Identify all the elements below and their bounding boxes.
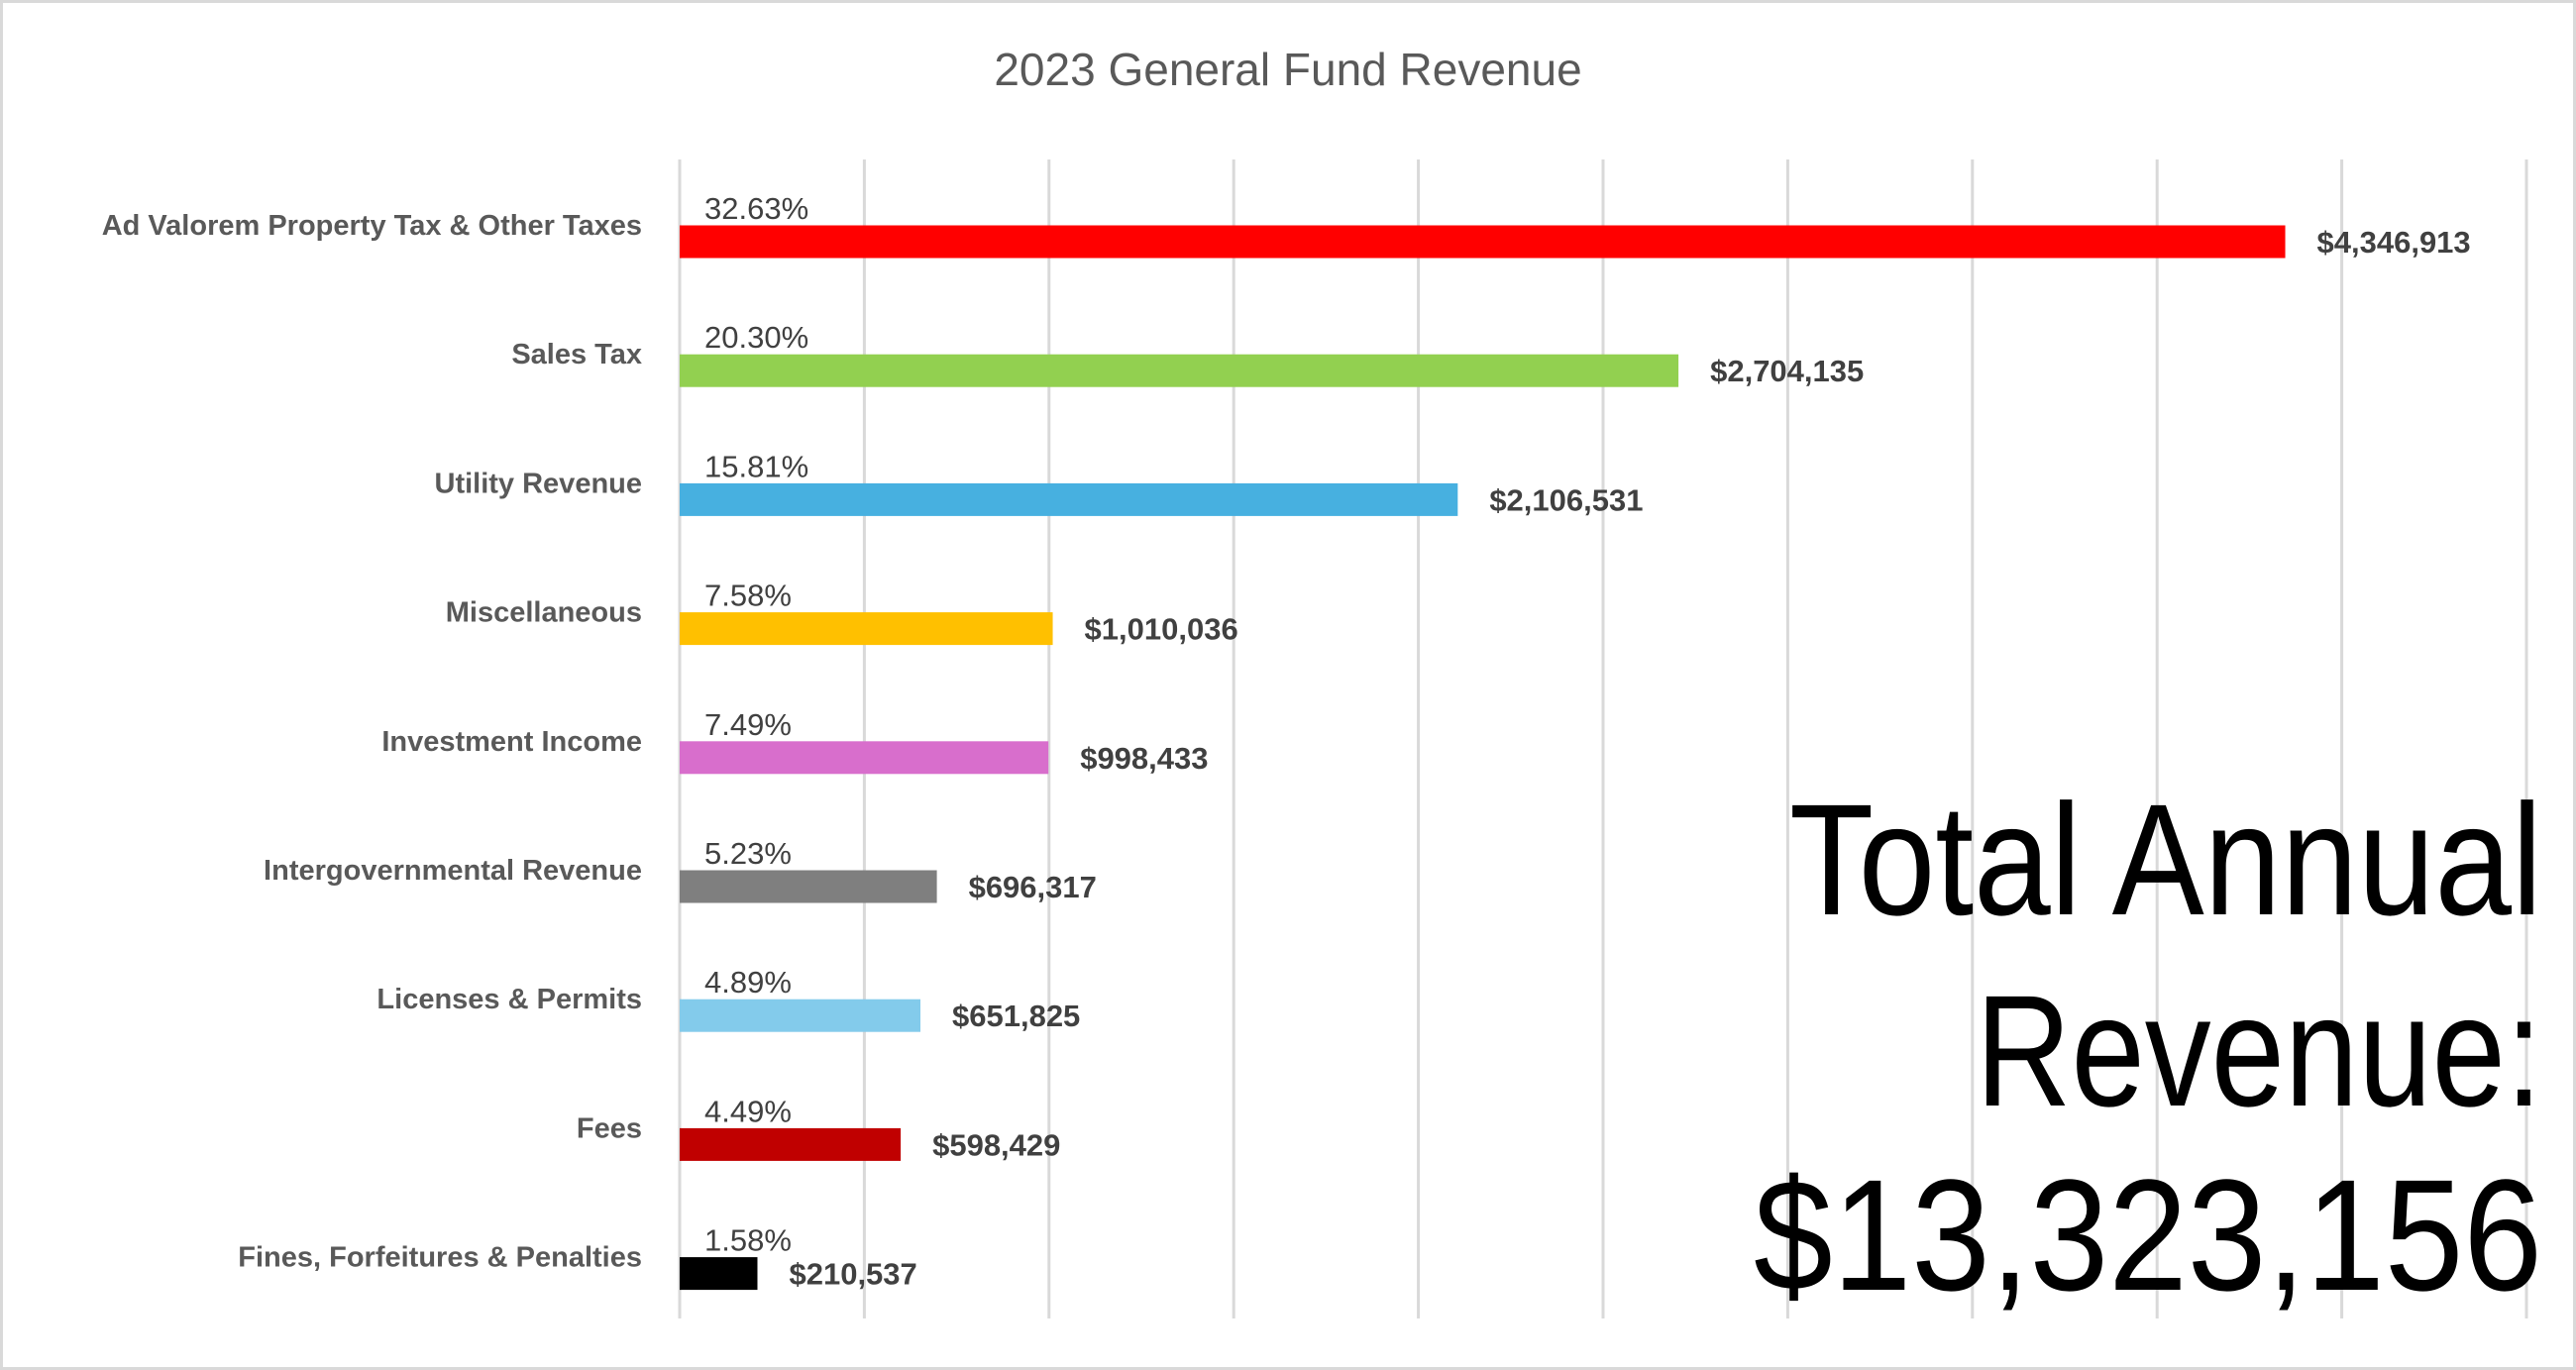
chart-title: 2023 General Fund Revenue [994, 44, 1581, 95]
bar-row: Ad Valorem Property Tax & Other Taxes 32.… [102, 191, 2471, 260]
bar [680, 1127, 902, 1161]
category-label: Licenses & Permits [376, 984, 642, 1015]
category-label: Fines, Forfeitures & Penalties [238, 1242, 642, 1274]
total-line-2: Revenue: [1976, 962, 2542, 1139]
bar [680, 870, 937, 903]
bar-row: Fees 4.49% $598,429 [577, 1094, 1061, 1162]
value-label: $210,537 [789, 1257, 916, 1292]
value-label: $4,346,913 [2317, 225, 2471, 260]
category-label: Fees [577, 1112, 642, 1144]
category-label: Intergovernmental Revenue [264, 855, 642, 887]
category-label: Miscellaneous [446, 597, 642, 629]
bar [680, 1257, 758, 1291]
percent-label: 5.23% [704, 836, 792, 871]
value-label: $1,010,036 [1085, 612, 1238, 647]
percent-label: 32.63% [704, 191, 808, 226]
percent-label: 15.81% [704, 449, 808, 483]
value-label: $998,433 [1080, 741, 1208, 776]
category-label: Sales Tax [511, 339, 642, 370]
bar [680, 999, 921, 1032]
bar-row: Sales Tax 20.30% $2,704,135 [511, 320, 1864, 388]
bar-row: Licenses & Permits 4.89% $651,825 [376, 965, 1080, 1033]
bar-row: Miscellaneous 7.58% $1,010,036 [446, 579, 1238, 647]
category-label: Utility Revenue [435, 468, 643, 499]
percent-label: 4.49% [704, 1094, 792, 1128]
bar [680, 354, 1679, 387]
category-label: Ad Valorem Property Tax & Other Taxes [102, 210, 642, 242]
bar-row: Investment Income 7.49% $998,433 [381, 707, 1208, 776]
bar [680, 741, 1049, 775]
category-label: Investment Income [381, 726, 642, 758]
value-label: $2,704,135 [1710, 354, 1864, 388]
total-line-3: $13,323,156 [1754, 1146, 2542, 1323]
bar [680, 612, 1053, 646]
percent-label: 7.49% [704, 707, 792, 742]
value-label: $2,106,531 [1489, 482, 1643, 517]
percent-label: 7.58% [704, 579, 792, 613]
bar [680, 225, 2286, 259]
value-label: $696,317 [969, 870, 1097, 904]
total-annotation: Total Annual Revenue: $13,323,156 [1754, 771, 2542, 1323]
percent-label: 4.89% [704, 965, 792, 1000]
total-line-1: Total Annual [1789, 771, 2542, 948]
gridlines [678, 159, 2528, 1318]
percent-label: 1.58% [704, 1223, 792, 1258]
percent-label: 20.30% [704, 320, 808, 355]
bar-row: Fines, Forfeitures & Penalties 1.58%$210,… [238, 1223, 917, 1292]
value-label: $598,429 [932, 1127, 1060, 1162]
bar-row: Utility Revenue 15.81% $2,106,531 [435, 449, 1644, 517]
bar-row: Intergovernmental Revenue 5.23% $696,317 [264, 836, 1097, 904]
bars: Ad Valorem Property Tax & Other Taxes 32.… [102, 191, 2471, 1292]
bar [680, 482, 1458, 516]
value-label: $651,825 [952, 999, 1080, 1033]
